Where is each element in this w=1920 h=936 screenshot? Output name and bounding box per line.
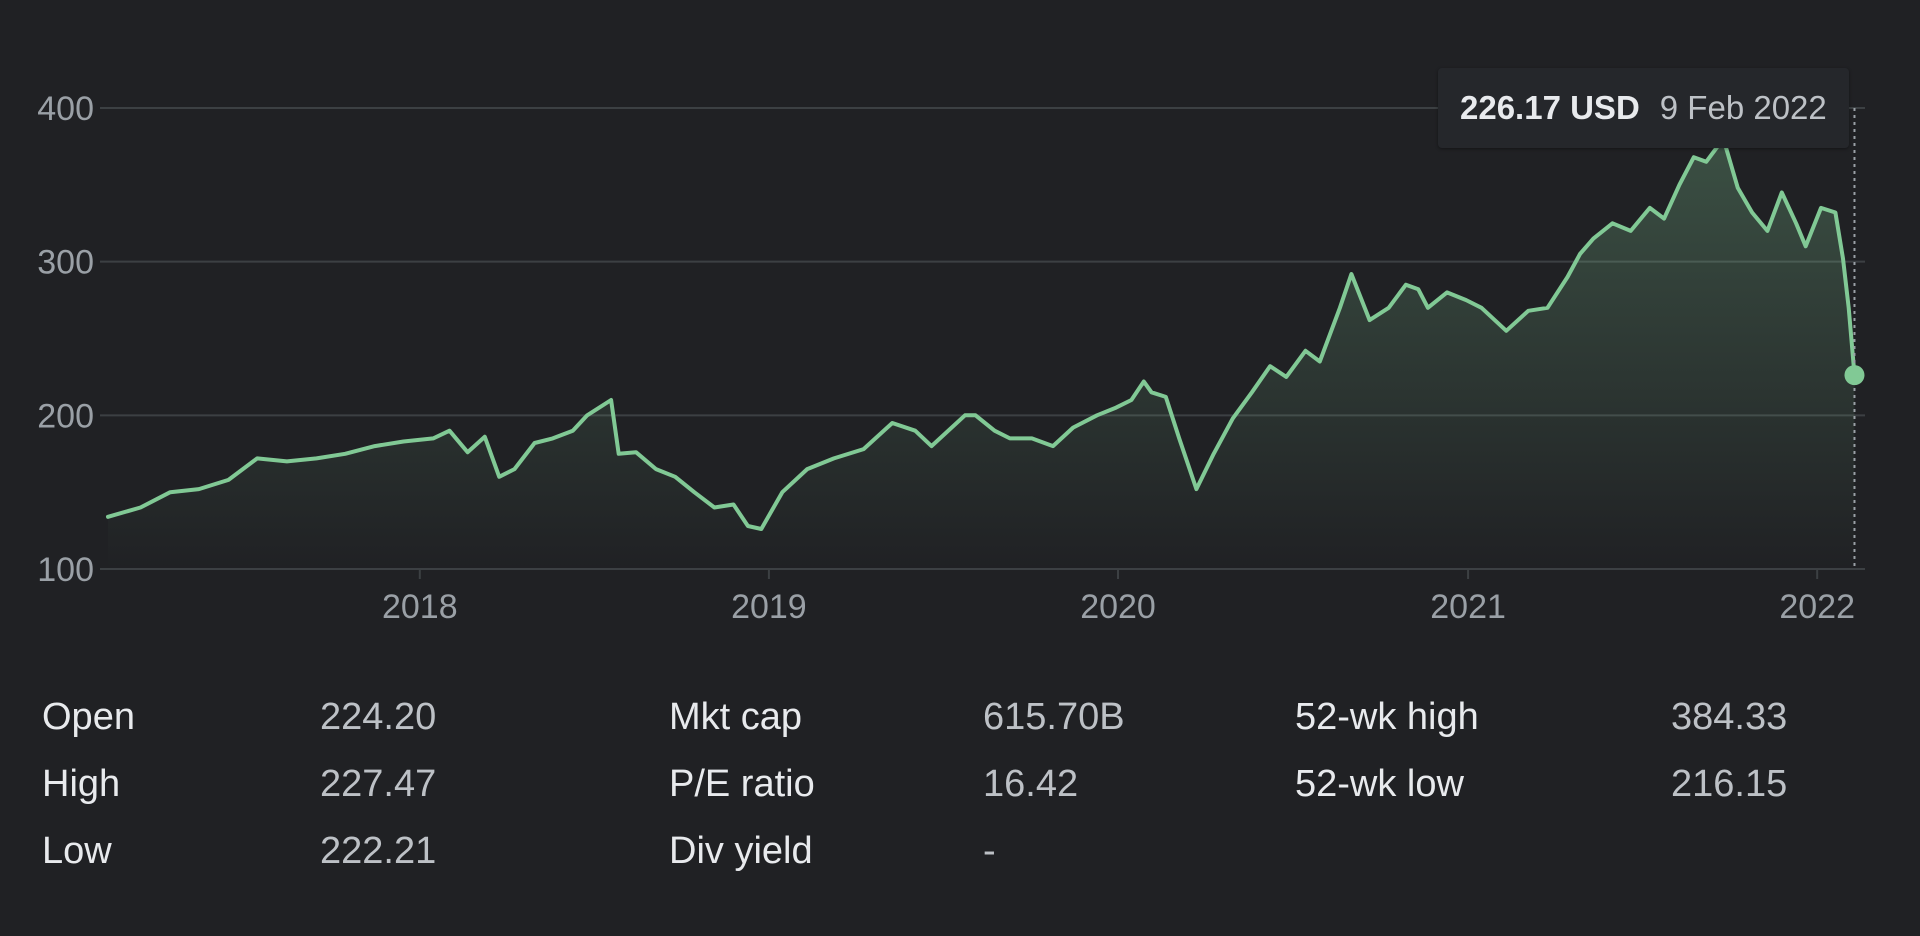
x-tick-label: 2022 — [1779, 588, 1855, 626]
stat-label-52wk-low: 52-wk low — [1295, 763, 1464, 805]
y-tick-label: 200 — [37, 397, 94, 435]
x-tick-label: 2021 — [1430, 588, 1506, 626]
stat-value-open: 224.20 — [320, 696, 437, 738]
stat-row: High 227.47 P/E ratio 16.42 52-wk low 21… — [0, 751, 1920, 817]
stat-value-low: 222.21 — [320, 830, 437, 872]
key-stats: Open 224.20 Mkt cap 615.70B 52-wk high 3… — [0, 684, 1920, 904]
stat-label-div-yield: Div yield — [669, 830, 813, 872]
price-tooltip: 226.17 USD 9 Feb 2022 — [1438, 68, 1849, 148]
x-tick-label: 2018 — [382, 588, 458, 626]
price-area-fill — [108, 138, 1855, 569]
price-line[interactable] — [106, 136, 1857, 531]
y-tick-label: 400 — [37, 90, 94, 128]
tooltip-date: 9 Feb 2022 — [1659, 89, 1827, 126]
stat-value-mkt-cap: 615.70B — [983, 696, 1125, 738]
x-axis-ticks: 2018 2019 2020 2021 2022 — [382, 569, 1855, 626]
stat-value-52wk-low: 216.15 — [1671, 763, 1788, 805]
y-axis-ticks: 100 200 300 400 — [37, 90, 94, 589]
x-tick-label: 2019 — [731, 588, 807, 626]
stat-label-pe-ratio: P/E ratio — [669, 763, 815, 805]
stat-row: Low 222.21 Div yield - — [0, 818, 1920, 884]
y-tick-label: 100 — [37, 551, 94, 589]
stat-value-div-yield: - — [983, 830, 996, 872]
stat-label-open: Open — [42, 696, 135, 738]
price-chart[interactable]: 100 200 300 400 2018 2019 2020 2021 2022 — [0, 0, 1920, 640]
hover-point-marker — [1844, 365, 1865, 386]
x-tick-label: 2020 — [1080, 588, 1156, 626]
stat-label-52wk-high: 52-wk high — [1295, 696, 1479, 738]
stat-value-52wk-high: 384.33 — [1671, 696, 1788, 738]
stat-label-mkt-cap: Mkt cap — [669, 696, 803, 738]
stat-value-pe-ratio: 16.42 — [983, 763, 1079, 805]
y-tick-label: 300 — [37, 244, 94, 282]
stat-row: Open 224.20 Mkt cap 615.70B 52-wk high 3… — [0, 684, 1920, 750]
stat-label-high: High — [42, 763, 121, 805]
stat-value-high: 227.47 — [320, 763, 437, 805]
tooltip-price: 226.17 USD — [1460, 89, 1640, 126]
stat-label-low: Low — [42, 830, 112, 872]
